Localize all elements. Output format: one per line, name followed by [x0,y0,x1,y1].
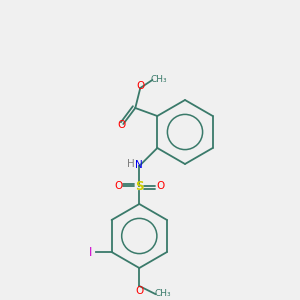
Text: S: S [135,179,143,193]
Text: CH₃: CH₃ [155,290,172,298]
Text: N: N [135,160,143,170]
Text: O: O [136,81,144,91]
Text: O: O [156,181,164,191]
Text: H: H [128,159,135,169]
Text: O: O [117,120,125,130]
Text: I: I [89,245,92,259]
Text: O: O [135,286,143,296]
Text: O: O [114,181,122,191]
Text: CH₃: CH₃ [151,74,168,83]
